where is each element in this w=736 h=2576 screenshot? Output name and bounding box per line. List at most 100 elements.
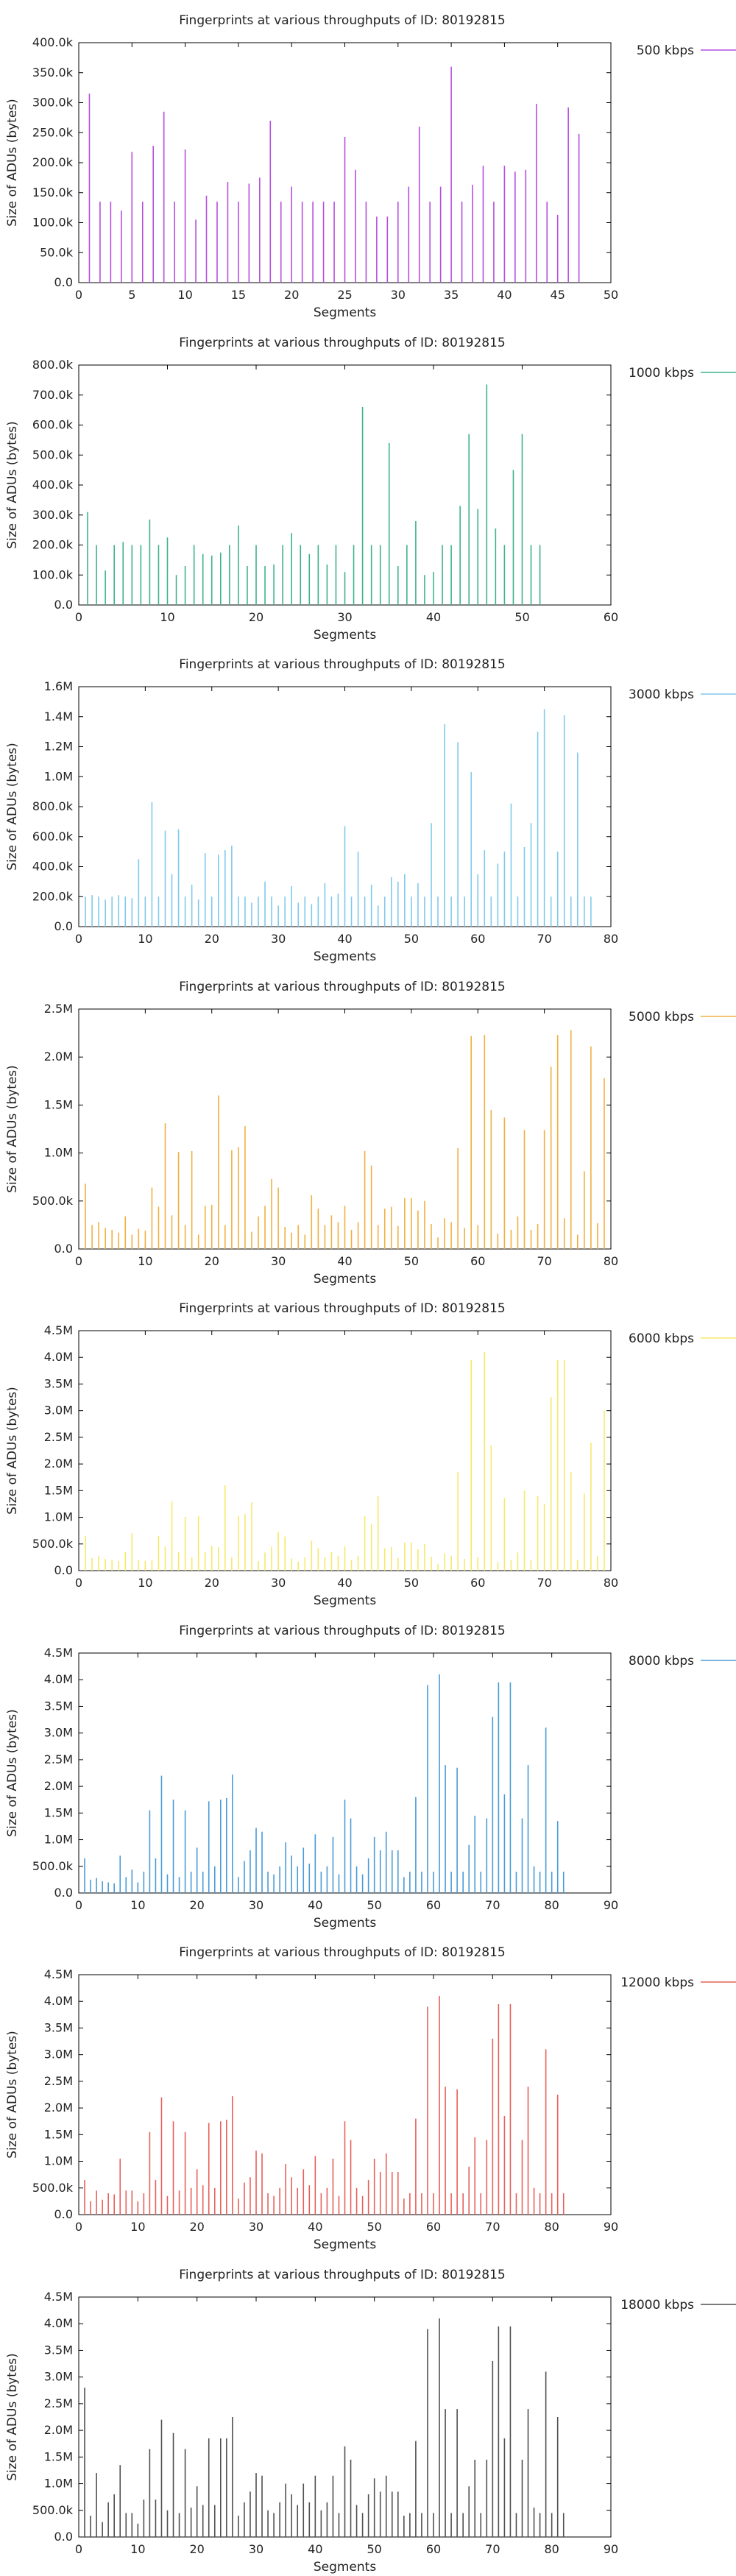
y-tick-label: 0.0 [54, 2207, 73, 2221]
x-axis-label: Segments [314, 1916, 377, 1931]
legend-label: 1000 kbps [629, 366, 694, 381]
legend-label: 3000 kbps [629, 687, 694, 702]
x-tick-label: 60 [426, 1898, 441, 1912]
chart-title: Fingerprints at various throughputs of I… [179, 1624, 505, 1638]
y-axis-label: Size of ADUs (bytes) [5, 1387, 20, 1515]
y-axis-label: Size of ADUs (bytes) [5, 2031, 20, 2159]
y-tick-label: 350.0k [32, 66, 74, 79]
y-tick-label: 4.5M [44, 1967, 73, 1981]
y-tick-label: 0.0 [54, 1563, 73, 1577]
x-axis-label: Segments [314, 949, 377, 964]
y-tick-label: 3.0M [44, 2369, 73, 2383]
x-tick-label: 5 [128, 288, 135, 302]
x-tick-label: 20 [249, 610, 263, 624]
x-tick-label: 80 [544, 2220, 559, 2234]
x-tick-label: 10 [138, 1254, 152, 1268]
x-tick-label: 80 [604, 1254, 618, 1268]
x-tick-label: 40 [337, 1576, 352, 1590]
x-tick-label: 40 [308, 1898, 322, 1912]
x-tick-label: 20 [189, 2220, 204, 2234]
y-tick-label: 1.0M [44, 2476, 73, 2490]
x-axis-label: Segments [314, 1593, 377, 1608]
y-tick-label: 4.5M [44, 1323, 73, 1337]
x-tick-label: 25 [337, 288, 352, 302]
y-tick-label: 1.5M [44, 1097, 73, 1111]
y-tick-label: 4.0M [44, 1672, 73, 1686]
legend-label: 500 kbps [637, 43, 694, 58]
y-tick-label: 100.0k [32, 216, 74, 230]
x-tick-label: 70 [485, 2542, 500, 2556]
x-tick-label: 80 [544, 1898, 559, 1912]
y-tick-label: 2.5M [44, 2074, 73, 2088]
x-tick-label: 10 [138, 1576, 152, 1590]
x-tick-label: 90 [604, 2220, 618, 2234]
y-axis-label: Size of ADUs (bytes) [5, 1065, 20, 1193]
chart-title: Fingerprints at various throughputs of I… [179, 1301, 505, 1316]
y-tick-label: 3.0M [44, 1725, 73, 1739]
x-tick-label: 50 [367, 1898, 381, 1912]
y-tick-label: 400.0k [32, 35, 74, 49]
legend-label: 5000 kbps [629, 1010, 694, 1025]
y-tick-label: 2.0M [44, 1050, 73, 1064]
y-tick-label: 1.4M [44, 710, 73, 723]
x-tick-label: 60 [604, 610, 618, 624]
chart-panel-5: Fingerprints at various throughputs of I… [5, 1301, 736, 1608]
x-tick-label: 60 [426, 2542, 441, 2556]
x-tick-label: 50 [367, 2220, 381, 2234]
y-tick-label: 2.0M [44, 2101, 73, 2115]
y-tick-label: 500.0k [32, 447, 74, 461]
x-tick-label: 80 [604, 1576, 618, 1590]
y-tick-label: 3.0M [44, 2048, 73, 2062]
x-tick-label: 0 [75, 288, 82, 302]
x-axis-label: Segments [314, 1272, 377, 1287]
y-tick-label: 0.0 [54, 1242, 73, 1256]
x-tick-label: 90 [604, 2542, 618, 2556]
x-tick-label: 0 [75, 1576, 82, 1590]
y-tick-label: 500.0k [32, 1193, 74, 1207]
y-tick-label: 0.0 [54, 2530, 73, 2544]
x-tick-label: 0 [75, 932, 82, 946]
x-tick-label: 50 [404, 932, 419, 946]
y-tick-label: 3.5M [44, 2343, 73, 2357]
y-tick-label: 200.0k [32, 537, 74, 551]
x-tick-label: 45 [551, 288, 565, 302]
y-tick-label: 800.0k [32, 358, 74, 372]
x-tick-label: 70 [485, 1898, 500, 1912]
chart-title: Fingerprints at various throughputs of I… [179, 336, 505, 350]
x-tick-label: 30 [271, 932, 286, 946]
y-tick-label: 2.0M [44, 1457, 73, 1471]
x-tick-label: 0 [75, 1254, 82, 1268]
x-tick-label: 70 [537, 932, 551, 946]
y-axis-label: Size of ADUs (bytes) [5, 99, 20, 227]
chart-panel-8: Fingerprints at various throughputs of I… [5, 2268, 736, 2575]
y-tick-label: 200.0k [32, 889, 74, 903]
y-axis-label: Size of ADUs (bytes) [5, 421, 20, 549]
x-axis-label: Segments [314, 2560, 377, 2575]
x-tick-label: 30 [337, 610, 352, 624]
y-tick-label: 1.2M [44, 740, 73, 754]
y-tick-label: 1.5M [44, 1805, 73, 1819]
chart-panel-2: Fingerprints at various throughputs of I… [5, 336, 736, 643]
y-tick-label: 4.5M [44, 2290, 73, 2304]
x-tick-label: 10 [160, 610, 174, 624]
x-tick-label: 30 [249, 1898, 263, 1912]
x-tick-label: 10 [138, 932, 152, 946]
x-tick-label: 50 [404, 1254, 419, 1268]
y-tick-label: 500.0k [32, 2502, 74, 2516]
chart-title: Fingerprints at various throughputs of I… [179, 980, 505, 994]
x-tick-label: 40 [308, 2542, 322, 2556]
y-tick-label: 50.0k [40, 245, 74, 259]
y-tick-label: 1.5M [44, 1483, 73, 1497]
y-tick-label: 300.0k [32, 96, 74, 110]
x-axis-label: Segments [314, 628, 377, 643]
x-tick-label: 50 [367, 2542, 381, 2556]
x-axis-label: Segments [314, 305, 377, 320]
chart-title: Fingerprints at various throughputs of I… [179, 1945, 505, 1960]
x-tick-label: 70 [537, 1576, 551, 1590]
y-tick-label: 0.0 [54, 598, 73, 612]
y-tick-label: 1.0M [44, 1510, 73, 1524]
x-tick-label: 0 [75, 2220, 82, 2234]
y-tick-label: 1.5M [44, 2449, 73, 2463]
x-tick-label: 30 [249, 2220, 263, 2234]
